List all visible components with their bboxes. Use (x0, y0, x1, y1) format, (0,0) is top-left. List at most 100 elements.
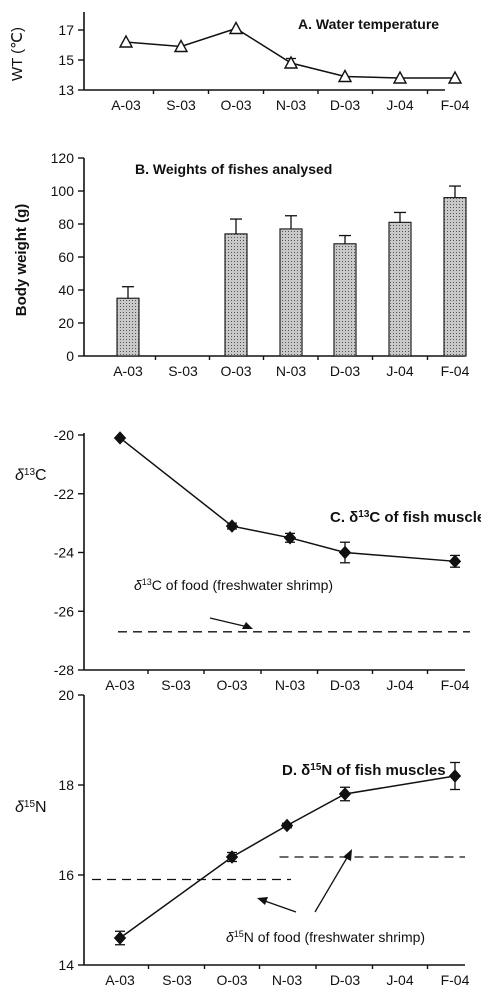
y-tick-label: -20 (54, 427, 74, 443)
x-tick-label: S-03 (162, 972, 192, 988)
x-tick-label: D-03 (330, 97, 361, 113)
y-tick-label: 0 (66, 348, 74, 364)
panel-d-ylabel-main: δ (15, 799, 25, 816)
bar (388, 221, 412, 357)
x-tick-label: J-04 (386, 363, 413, 379)
x-tick-label: A-03 (105, 677, 135, 693)
data-point (225, 519, 239, 533)
data-point (337, 69, 353, 83)
x-tick-label: D-03 (330, 363, 361, 379)
annotation-arrow (314, 855, 349, 913)
panel-d: D. δ15N of fish muscles δ15N δ15N of foo… (15, 687, 470, 988)
data-point (225, 850, 239, 864)
y-tick-label: 13 (58, 82, 74, 98)
x-tick-label: A-03 (105, 972, 135, 988)
x-tick-label: N-03 (276, 363, 307, 379)
x-tick-label: J-04 (386, 677, 413, 693)
y-tick-label: 17 (58, 22, 74, 38)
y-tick-label: 20 (58, 687, 74, 703)
panel-d-annotation: δ15N of food (freshwater shrimp) (226, 929, 425, 945)
panel-d-ylabel-sup: 15 (24, 799, 36, 810)
panel-c-title-suffix: C of fish muscles (369, 509, 481, 526)
panel-d-ylabel: δ15N (15, 799, 47, 817)
y-tick-label: -22 (54, 486, 74, 502)
y-tick-label: -26 (54, 603, 74, 619)
panel-d-annotation-prefix: δ (226, 929, 234, 945)
x-tick-label: F-04 (441, 677, 470, 693)
panel-b-title: B. Weights of fishes analysed (135, 161, 332, 177)
panel-d-annotation-sup: 15 (234, 929, 244, 939)
panel-c-annotation-suffix: C of food (freshwater shrimp) (152, 577, 333, 593)
data-point (228, 21, 244, 35)
panel-c-annotation: δ13C of food (freshwater shrimp) (134, 577, 333, 593)
data-point (448, 769, 462, 783)
data-point (447, 70, 463, 84)
panel-c-annotation-sup: 13 (142, 577, 152, 587)
panel-d-plot: 14 16 18 20 A-03 S-03 O-03 N-03 D-03 J-04 F-04 (58, 687, 469, 988)
x-tick-label: J-04 (386, 972, 413, 988)
data-point (113, 931, 127, 945)
x-tick-label: D-03 (330, 972, 361, 988)
bar (443, 197, 467, 357)
data-point (113, 431, 127, 445)
y-tick-label: 100 (51, 183, 75, 199)
x-tick-label: S-03 (166, 97, 196, 113)
data-point (448, 554, 462, 569)
data-point (338, 787, 352, 801)
panel-d-ylabel-suffix: N (35, 799, 47, 816)
panel-d-annotation-suffix: N of food (freshwater shrimp) (244, 929, 425, 945)
y-tick-label: 120 (51, 150, 75, 166)
panel-c-title-prefix: C. δ (330, 509, 358, 526)
x-tick-label: D-03 (330, 677, 361, 693)
data-point (392, 70, 408, 84)
x-tick-label: S-03 (161, 677, 191, 693)
panel-c-title-sup: 13 (358, 509, 370, 520)
panel-b: B. Weights of fishes analysed Body weigh… (13, 150, 470, 379)
panel-c: C. δ13C of fish muscles δ13C δ13C of foo… (15, 427, 481, 693)
annotation-arrowhead (343, 849, 352, 861)
series-line (125, 27, 455, 79)
y-tick-label: 20 (58, 315, 74, 331)
data-point (173, 39, 189, 53)
annotation-arrow (261, 899, 297, 913)
y-tick-label: -24 (54, 545, 74, 561)
data-point (118, 34, 134, 48)
x-tick-label: J-04 (386, 97, 413, 113)
y-tick-label: 18 (58, 777, 74, 793)
panel-c-title: C. δ13C of fish muscles (330, 509, 481, 527)
x-tick-label: N-03 (272, 972, 303, 988)
panel-b-ylabel: Body weight (g) (13, 204, 30, 317)
bar (279, 228, 303, 357)
bar (333, 243, 357, 357)
x-tick-label: N-03 (276, 97, 307, 113)
x-tick-label: F-04 (441, 972, 470, 988)
y-tick-label: 60 (58, 249, 74, 265)
x-tick-label: O-03 (216, 677, 247, 693)
panel-c-ylabel-suffix: C (35, 467, 47, 484)
annotation-arrow (209, 617, 249, 628)
panel-d-title: D. δ15N of fish muscles (282, 762, 446, 780)
bar (224, 233, 248, 357)
y-tick-label: 16 (58, 867, 74, 883)
annotation-arrowhead (257, 897, 268, 905)
x-tick-label: F-04 (441, 97, 470, 113)
bar (116, 297, 140, 357)
y-tick-label: 80 (58, 216, 74, 232)
y-tick-label: 14 (58, 957, 74, 973)
x-tick-label: F-04 (441, 363, 470, 379)
y-tick-label: -28 (54, 662, 74, 678)
annotation-arrowhead (242, 622, 253, 629)
panel-c-annotation-prefix: δ (134, 577, 142, 593)
panel-c-ylabel-main: δ (15, 467, 25, 484)
panel-c-ylabel-sup: 13 (24, 467, 36, 478)
x-tick-label: S-03 (168, 363, 198, 379)
y-tick-label: 40 (58, 282, 74, 298)
x-tick-label: O-03 (220, 97, 251, 113)
y-tick-label: 15 (58, 52, 74, 68)
panel-a-plot: 13 15 17 A-03 S-03 O-03 N-03 D-03 J-04 F-04 (58, 12, 470, 113)
x-tick-label: N-03 (275, 677, 306, 693)
data-point (338, 545, 352, 560)
x-tick-label: A-03 (113, 363, 143, 379)
x-tick-label: O-03 (216, 972, 247, 988)
